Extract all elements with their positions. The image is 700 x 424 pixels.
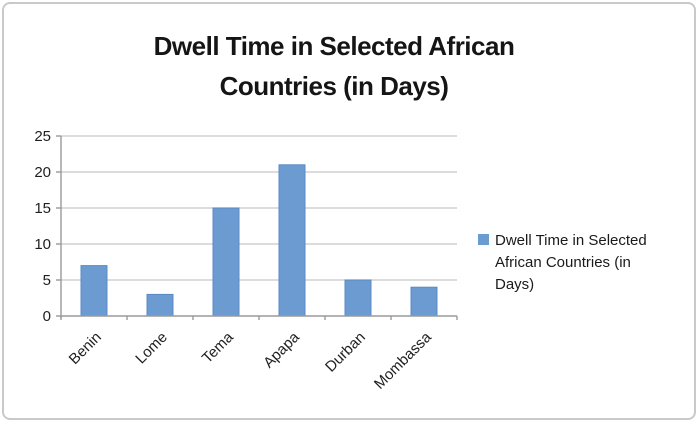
chart-title: Dwell Time in Selected African Countries… (4, 26, 664, 106)
x-axis-label: Apapa (260, 328, 303, 371)
x-axis-label: Lome (132, 329, 171, 368)
x-axis-label: Benin (66, 329, 105, 368)
y-axis-label: 15 (34, 200, 51, 217)
chart-container: Dwell Time in Selected African Countries… (2, 2, 696, 420)
y-axis-label: 10 (34, 236, 51, 253)
bar (80, 265, 108, 317)
y-axis-label: 20 (34, 164, 51, 181)
legend: Dwell Time in Selected African Countries… (478, 230, 661, 296)
plot-area: 0 5 10 15 20 25 Benin Lome Tema Apapa Durban Mombas… (34, 128, 458, 393)
bar (278, 164, 306, 317)
x-axis-label: Durban (322, 329, 369, 376)
bar (410, 286, 438, 317)
y-axis-label: 25 (34, 128, 51, 145)
chart-title-line-2: Countries (in Days) (219, 71, 449, 101)
bar (344, 279, 372, 317)
x-axis-label: Mombassa (371, 328, 435, 392)
legend-swatch-icon (478, 234, 489, 245)
y-axis-label: 5 (43, 272, 51, 289)
x-axis-label: Tema (199, 328, 237, 366)
bar (146, 293, 174, 317)
legend-label: Dwell Time in Selected African Countries… (495, 232, 647, 293)
y-axis-label: 0 (43, 308, 51, 325)
chart-title-line-1: Dwell Time in Selected African (153, 31, 515, 61)
bar (212, 207, 240, 317)
